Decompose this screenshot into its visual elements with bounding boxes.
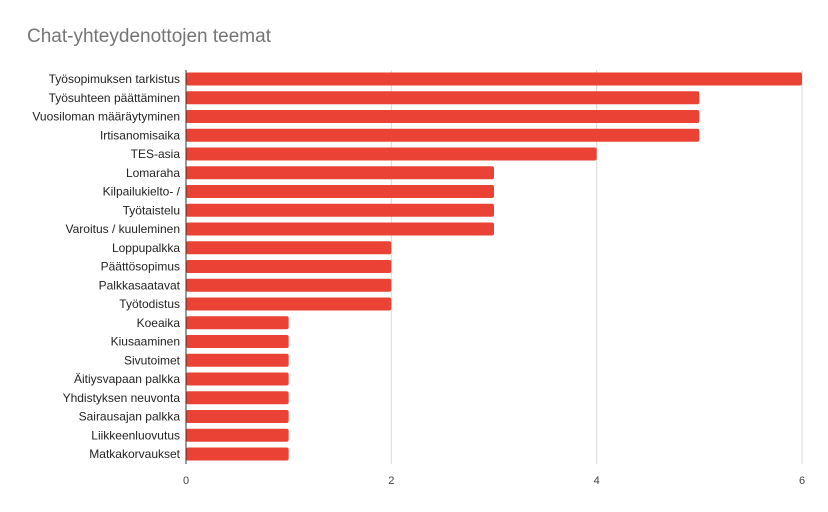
category-label: Palkkasaatavat [99, 278, 181, 292]
category-label: Vuosiloman määräytyminen [32, 110, 180, 124]
category-label: Irtisanomisaika [100, 128, 180, 142]
category-label: Liikkeenluovutus [91, 428, 180, 442]
x-tick-label: 2 [388, 475, 394, 487]
bar [186, 410, 289, 423]
category-label: Kilpailukielto- / [103, 185, 181, 199]
bar [186, 391, 289, 405]
bar [186, 110, 700, 123]
category-label: Loppupalkka [112, 241, 180, 255]
bar [186, 278, 392, 292]
bar [186, 166, 494, 180]
bar [186, 128, 700, 142]
bar [186, 316, 289, 330]
bar [186, 222, 494, 236]
x-tick-label: 4 [594, 475, 600, 487]
bar [186, 203, 494, 217]
bar [186, 147, 597, 161]
x-tick-label: 6 [799, 475, 805, 487]
bar [186, 297, 392, 311]
category-label: Koeaika [137, 316, 181, 330]
bar [186, 185, 494, 198]
bar [186, 428, 289, 442]
category-label: Varoitus / kuuleminen [65, 222, 180, 236]
bar [186, 335, 289, 348]
category-label: Työsopimuksen tarkistus [49, 72, 180, 86]
category-label: Lomaraha [126, 166, 180, 180]
bar [186, 260, 392, 273]
category-label: Sairausajan palkka [79, 410, 181, 424]
bar [186, 91, 700, 105]
category-label: Äitiysvapaan palkka [74, 372, 180, 386]
category-label: Työtaistelu [123, 203, 180, 217]
category-label: Työtodistus [119, 297, 180, 311]
bar [186, 353, 289, 367]
chart-title: Chat-yhteydenottojen teemat [27, 26, 271, 47]
category-label: Kiusaaminen [111, 335, 180, 349]
bar [186, 241, 392, 255]
category-label: TES-asia [131, 147, 181, 161]
category-label: Yhdistyksen neuvonta [63, 391, 181, 405]
category-label: Päättösopimus [101, 260, 180, 274]
x-tick-label: 0 [183, 475, 189, 487]
category-label: Työsuhteen päättäminen [49, 91, 180, 105]
bar [186, 372, 289, 386]
category-label: Matkakorvaukset [89, 447, 180, 461]
bar [186, 447, 289, 461]
bar [186, 72, 802, 86]
category-label: Sivutoimet [124, 353, 181, 367]
